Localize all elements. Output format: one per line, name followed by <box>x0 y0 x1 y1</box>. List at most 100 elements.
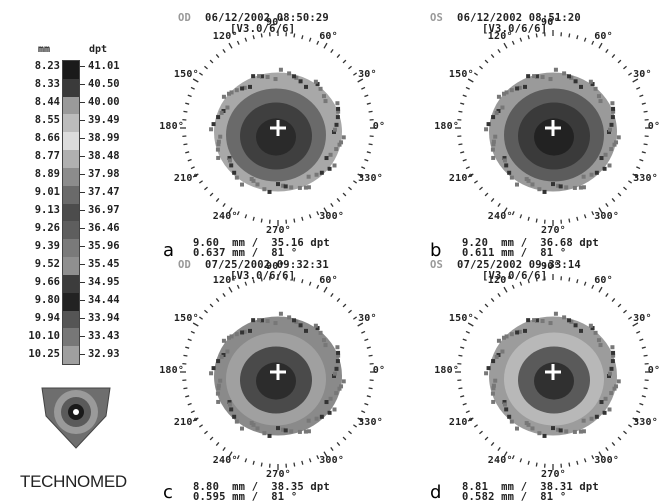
map-speckle <box>578 429 583 434</box>
degree-tick <box>497 48 501 54</box>
degree-tick <box>187 94 192 98</box>
map-speckle <box>229 163 234 168</box>
degree-tick <box>323 207 328 214</box>
map-speckle <box>332 371 337 376</box>
degree-tick <box>467 78 474 83</box>
map-speckle <box>491 359 496 364</box>
scale-tick <box>80 102 85 103</box>
map-speckle <box>491 142 496 147</box>
degree-tick <box>490 298 495 302</box>
angle-label: 180° <box>159 121 185 132</box>
map-speckle <box>303 185 308 190</box>
degree-tick <box>639 402 644 406</box>
degree-tick <box>632 322 639 327</box>
degree-tick <box>611 442 616 446</box>
scale-row: 9.26 36.46 <box>0 222 120 234</box>
map-speckle <box>611 106 616 111</box>
scale-mm-value: 9.66 <box>34 276 60 288</box>
degree-tick <box>527 35 530 40</box>
degree-tick <box>323 286 328 293</box>
scale-dpt-value: 33.94 <box>88 312 120 324</box>
scale-tick <box>80 156 85 157</box>
map-speckle <box>611 350 616 355</box>
degree-tick <box>519 281 523 286</box>
map-speckle <box>493 378 498 383</box>
scale-mm-value: 9.13 <box>34 204 60 216</box>
degree-tick <box>605 202 609 208</box>
degree-tick <box>568 218 571 223</box>
panel-letter: d <box>430 482 442 501</box>
map-speckle <box>251 318 256 323</box>
map-speckle <box>607 130 611 134</box>
map-speckle <box>507 170 512 175</box>
degree-tick <box>192 173 199 178</box>
scale-row: 9.39 35.96 <box>0 240 120 252</box>
map-speckle <box>298 79 303 84</box>
map-speckle <box>599 400 604 405</box>
map-speckle <box>229 90 234 95</box>
angle-label: 150° <box>173 313 199 324</box>
map-speckle <box>335 345 340 350</box>
degree-tick <box>465 86 470 90</box>
angle-label: 270° <box>541 469 566 480</box>
map-speckle <box>490 147 495 152</box>
degree-tick <box>308 458 312 463</box>
map-speckle <box>251 178 256 183</box>
map-speckle <box>318 330 323 335</box>
degree-tick <box>643 110 648 113</box>
degree-tick <box>467 322 474 327</box>
scale-row: 8.77 38.48 <box>0 150 120 162</box>
degree-tick <box>185 151 190 154</box>
degree-tick <box>460 346 465 349</box>
angle-label: 120° <box>212 274 238 286</box>
angle-label: 330° <box>633 173 658 184</box>
degree-tick <box>368 354 373 357</box>
software-version: [V3.0/6/6] <box>230 270 296 282</box>
angle-label: 180° <box>159 365 185 376</box>
degree-tick <box>576 35 579 40</box>
offset-axis-readout: 0.582 mm / 81 ° <box>462 491 567 501</box>
degree-tick <box>473 180 479 184</box>
map-speckle <box>494 354 499 359</box>
map-speckle <box>496 94 501 99</box>
angle-label: 0° <box>372 121 386 132</box>
degree-tick <box>185 102 190 105</box>
scale-color-segment <box>63 167 79 187</box>
angle-label: 300° <box>319 211 345 223</box>
map-speckle <box>327 166 332 171</box>
degree-tick <box>244 281 248 286</box>
map-speckle <box>607 374 611 378</box>
map-speckle <box>507 414 512 419</box>
degree-tick <box>527 216 530 221</box>
degree-tick <box>535 33 538 38</box>
map-speckle <box>493 134 498 139</box>
angle-label: 150° <box>173 69 199 80</box>
map-speckle <box>562 71 567 76</box>
scale-row: 10.25 32.93 <box>0 348 120 360</box>
degree-tick <box>222 292 226 298</box>
angle-label: 300° <box>319 455 345 467</box>
map-speckle <box>306 185 311 190</box>
degree-tick <box>627 72 633 76</box>
degree-tick <box>342 59 347 64</box>
map-speckle <box>610 345 615 350</box>
scale-mm-value: 9.52 <box>34 258 60 270</box>
scale-row: 8.44 40.00 <box>0 96 120 108</box>
degree-tick <box>591 284 595 289</box>
map-speckle <box>216 399 221 404</box>
map-speckle <box>273 77 278 82</box>
degree-tick <box>204 430 208 435</box>
degree-tick <box>465 410 470 414</box>
map-speckle <box>523 328 527 333</box>
map-speckle <box>484 127 489 132</box>
scale-mm-value: 9.26 <box>34 222 60 234</box>
angle-label: 90° <box>541 261 560 272</box>
degree-tick <box>336 442 341 446</box>
degree-tick <box>293 277 296 282</box>
curvature-zone <box>534 362 574 400</box>
map-speckle <box>229 334 234 339</box>
map-speckle <box>227 400 232 405</box>
map-speckle <box>551 182 555 187</box>
degree-tick <box>187 402 192 406</box>
map-speckle <box>234 175 239 180</box>
